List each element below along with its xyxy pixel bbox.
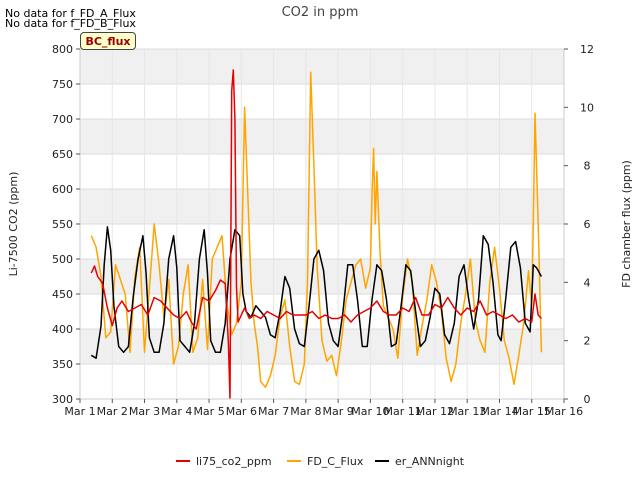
y-tick-label: 650: [52, 148, 73, 161]
y2-tick-label: 10: [580, 101, 594, 114]
y-tick-label: 600: [52, 183, 73, 196]
x-tick-label: Mar 1: [64, 405, 95, 418]
y2-tick-label: 8: [584, 160, 591, 173]
y2-axis-label: FD chamber flux (ppm): [620, 160, 633, 288]
y2-tick-label: 2: [584, 335, 591, 348]
x-tick-label: Mar 8: [290, 405, 321, 418]
legend-label-FD_C_Flux: FD_C_Flux: [307, 455, 364, 468]
x-tick-label: Mar 14: [480, 405, 518, 418]
x-tick-label: Mar 15: [513, 405, 551, 418]
series-line-er_ANNnight: [90, 226, 543, 359]
y2-tick-label: 4: [584, 276, 591, 289]
x-tick-label: Mar 10: [351, 405, 389, 418]
x-tick-label: Mar 3: [129, 405, 160, 418]
y-tick-label: 750: [52, 78, 73, 91]
background-band: [80, 49, 564, 84]
y-axis-label: Li-7500 CO2 (ppm): [7, 172, 20, 277]
x-tick-label: Mar 16: [545, 405, 583, 418]
x-tick-label: Mar 12: [416, 405, 454, 418]
y-tick-label: 300: [52, 393, 73, 406]
x-tick-label: Mar 4: [161, 405, 192, 418]
y2-tick-label: 12: [580, 43, 594, 56]
y-tick-label: 550: [52, 218, 73, 231]
no-data-note-b: No data for f_FD_B_Flux: [5, 17, 136, 30]
y-tick-label: 500: [52, 253, 73, 266]
x-tick-label: Mar 5: [193, 405, 224, 418]
y2-tick-label: 6: [584, 218, 591, 231]
background-band: [80, 189, 564, 224]
legend-label-er_ANNnight: er_ANNnight: [395, 455, 465, 468]
no-data-note-a: No data for f_FD_A_Flux: [5, 7, 136, 20]
x-tick-label: Mar 7: [258, 405, 289, 418]
background-band: [80, 119, 564, 154]
series-line-FD_C_Flux: [90, 71, 543, 389]
y-tick-label: 700: [52, 113, 73, 126]
bc-flux-badge: BC_flux: [80, 32, 136, 50]
y-tick-label: 400: [52, 323, 73, 336]
y-tick-label: 350: [52, 358, 73, 371]
legend-label-li75_co2_ppm: li75_co2_ppm: [196, 455, 272, 468]
x-tick-label: Mar 11: [384, 405, 422, 418]
series-line-li75_co2_ppm: [90, 69, 542, 399]
chart-title: CO2 in ppm: [282, 5, 359, 20]
y-tick-label: 800: [52, 43, 73, 56]
x-tick-label: Mar 6: [226, 405, 257, 418]
x-tick-label: Mar 9: [323, 405, 354, 418]
x-tick-label: Mar 13: [448, 405, 486, 418]
x-tick-label: Mar 2: [97, 405, 128, 418]
y-tick-label: 450: [52, 288, 73, 301]
y2-tick-label: 0: [584, 393, 591, 406]
